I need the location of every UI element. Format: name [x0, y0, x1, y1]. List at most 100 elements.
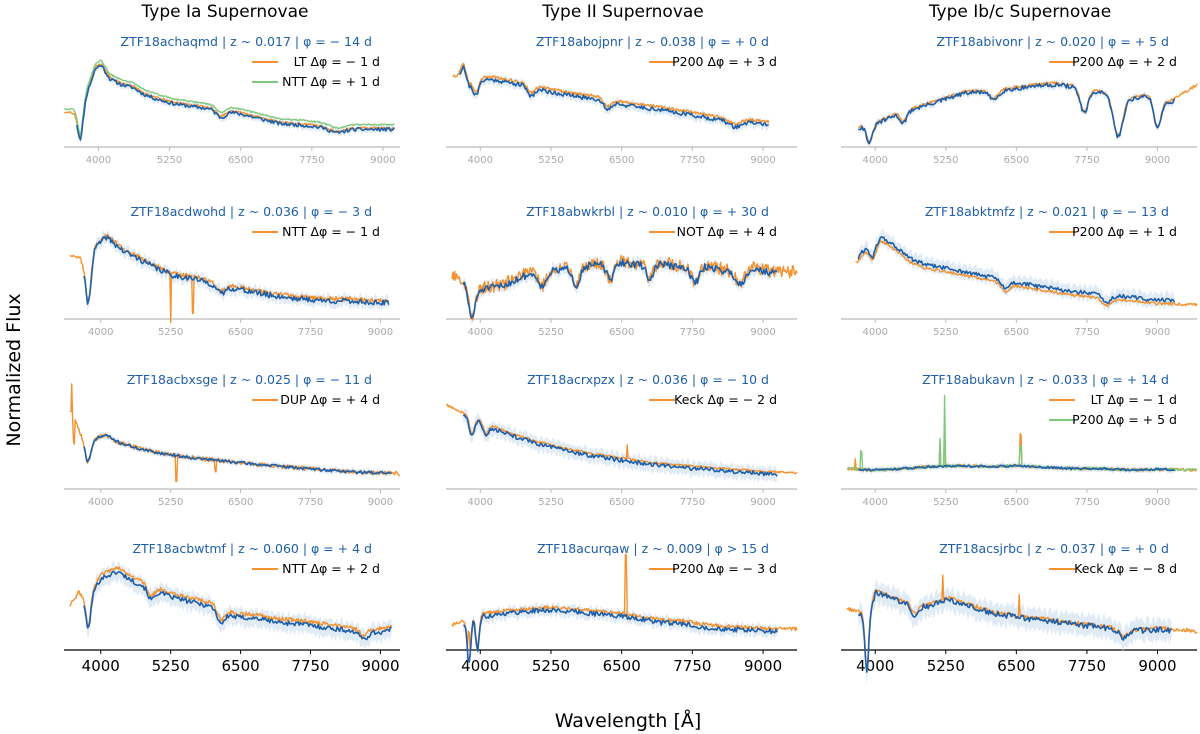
x-tick-label: 6500 [228, 497, 253, 508]
column-title-ibc: Type Ib/c Supernovae [928, 2, 1111, 22]
x-tick-label: 6500 [609, 497, 634, 508]
legend-entry: P200 Δφ = + 3 d [649, 54, 777, 69]
spectrum-line [459, 65, 769, 130]
x-tick-label: 9000 [1145, 155, 1170, 166]
column-title-ia: Type Ia Supernovae [141, 2, 309, 22]
spectrum-line [857, 236, 1176, 304]
x-tick-label: 6500 [221, 657, 259, 675]
panel-ia-4: 4000 5250 6500 7750 9000 ZTF18acbwtmf | z ~ 0… [64, 541, 400, 675]
panel-ii-2: 4000 5250 6500 7750 9000 ZTF18abwkrbl | z ~ 0… [446, 204, 798, 338]
legend-entry: LT Δφ = − 1 d [252, 54, 380, 69]
panel-ii-3: 4000 5250 6500 7750 9000 ZTF18acrxpzx | z ~ 0… [445, 372, 798, 508]
spectrum-line [76, 65, 395, 141]
x-tick-label: 7750 [291, 657, 329, 675]
x-tick-label: 9000 [1138, 657, 1176, 675]
y-axis-label: Normalized Flux [3, 293, 25, 446]
uncertainty-band [459, 60, 769, 134]
legend-entry: Keck Δφ = − 2 d [649, 392, 777, 407]
x-axis-label: Wavelength [Å] [555, 709, 702, 732]
panel-ia-1: 4000 5250 6500 7750 9000 ZTF18achaqmd | z ~ 0… [63, 34, 400, 166]
panel-ii-1: 4000 5250 6500 7750 9000 ZTF18abojpnr | z ~ 0… [446, 34, 797, 166]
x-tick-label: 7750 [1068, 657, 1106, 675]
x-tick-label: 9000 [368, 327, 393, 338]
panel-ibc-3: 4000 5250 6500 7750 9000 ZTF18abukavn | z ~ 0… [841, 372, 1198, 508]
panel-ii-4: 4000 5250 6500 7750 9000 ZTF18acurqaw | z ~ 0… [446, 541, 798, 675]
spectrum-line [83, 570, 392, 641]
x-tick-label: 5250 [933, 497, 958, 508]
legend-label: Keck Δφ = − 2 d [674, 392, 777, 407]
reference-spectrum-line [69, 233, 390, 324]
x-tick-label: 9000 [1145, 497, 1170, 508]
x-tick-label: 9000 [370, 155, 395, 166]
legend-label: P200 Δφ = + 5 d [1072, 412, 1177, 427]
x-tick-label: 7750 [680, 497, 705, 508]
legend-entry: P200 Δφ = + 2 d [1049, 54, 1177, 69]
panel-title: ZTF18acbwtmf | z ~ 0.060 | φ = + 4 d [132, 541, 372, 556]
x-tick-label: 7750 [1074, 327, 1099, 338]
reference-spectrum-line [452, 63, 770, 126]
x-tick-label: 4000 [88, 497, 113, 508]
x-tick-label: 4000 [468, 497, 493, 508]
panel-title: ZTF18acurqaw | z ~ 0.009 | φ > 15 d [537, 541, 769, 556]
x-tick-label: 5250 [158, 497, 183, 508]
legend-entry: Keck Δφ = − 8 d [1049, 561, 1177, 576]
x-tick-label: 4000 [862, 327, 887, 338]
panel-title: ZTF18acrxpzx | z ~ 0.036 | φ = − 10 d [527, 372, 769, 387]
x-tick-label: 6500 [609, 327, 634, 338]
legend-label: Keck Δφ = − 8 d [1074, 561, 1177, 576]
uncertainty-band [858, 229, 1175, 312]
x-tick-label: 6500 [1004, 155, 1029, 166]
panel-title: ZTF18achaqmd | z ~ 0.017 | φ = − 14 d [121, 34, 372, 49]
x-tick-label: 5250 [538, 155, 563, 166]
x-tick-label: 4000 [862, 155, 887, 166]
spectrum-line [858, 82, 1176, 145]
legend-label: P200 Δφ = − 3 d [672, 561, 777, 576]
x-tick-label: 5250 [158, 327, 183, 338]
spectrum-line [83, 235, 390, 306]
panel-title: ZTF18abivonr | z ~ 0.020 | φ = + 5 d [936, 34, 1169, 49]
x-tick-label: 4000 [468, 327, 493, 338]
x-tick-label: 4000 [86, 155, 111, 166]
legend-entry: P200 Δφ = + 1 d [1049, 224, 1177, 239]
spectrum-line [463, 607, 778, 663]
x-tick-label: 7750 [1074, 497, 1099, 508]
legend-entry: LT Δφ = − 1 d [1049, 392, 1177, 407]
reference-spectrum-line [855, 240, 1198, 308]
panel-ibc-1: 4000 5250 6500 7750 9000 ZTF18abivonr | z ~ 0… [841, 34, 1198, 166]
x-tick-label: 5250 [532, 657, 570, 675]
spectrum-line [857, 589, 1172, 673]
x-tick-label: 5250 [927, 657, 965, 675]
x-tick-label: 5250 [538, 497, 563, 508]
x-tick-label: 4000 [88, 327, 113, 338]
spectrum-line [462, 258, 778, 319]
legend-label: LT Δφ = − 1 d [294, 54, 380, 69]
x-tick-label: 6500 [603, 657, 641, 675]
x-tick-label: 4000 [862, 497, 887, 508]
spectrum-line [83, 434, 392, 475]
panel-title: ZTF18abktmfz | z ~ 0.021 | φ = − 13 d [925, 204, 1169, 219]
x-tick-label: 5250 [538, 327, 563, 338]
legend-entry: NTT Δφ = + 2 d [252, 561, 380, 576]
uncertainty-band [858, 78, 1175, 147]
x-tick-label: 7750 [680, 327, 705, 338]
legend-label: NOT Δφ = + 4 d [677, 224, 777, 239]
panel-ia-2: 4000 5250 6500 7750 9000 ZTF18acdwohd | z ~ 0… [64, 204, 400, 338]
uncertainty-band [463, 408, 778, 483]
x-tick-label: 6500 [609, 155, 634, 166]
x-tick-label: 9000 [368, 497, 393, 508]
reference-spectrum-line [63, 59, 395, 135]
reference-spectrum-line [69, 566, 393, 637]
x-tick-label: 5250 [933, 327, 958, 338]
legend-entry: NTT Δφ = − 1 d [252, 224, 380, 239]
legend-entry: P200 Δφ = + 5 d [1049, 412, 1177, 427]
x-tick-label: 6500 [228, 155, 253, 166]
x-tick-label: 5250 [933, 155, 958, 166]
x-tick-label: 4000 [856, 657, 894, 675]
x-tick-label: 7750 [298, 497, 323, 508]
legend-entry: NOT Δφ = + 4 d [649, 224, 777, 239]
x-tick-label: 4000 [82, 657, 120, 675]
legend-label: DUP Δφ = + 4 d [280, 392, 380, 407]
spectrum-line [462, 414, 778, 477]
legend-label: P200 Δφ = + 2 d [1072, 54, 1177, 69]
